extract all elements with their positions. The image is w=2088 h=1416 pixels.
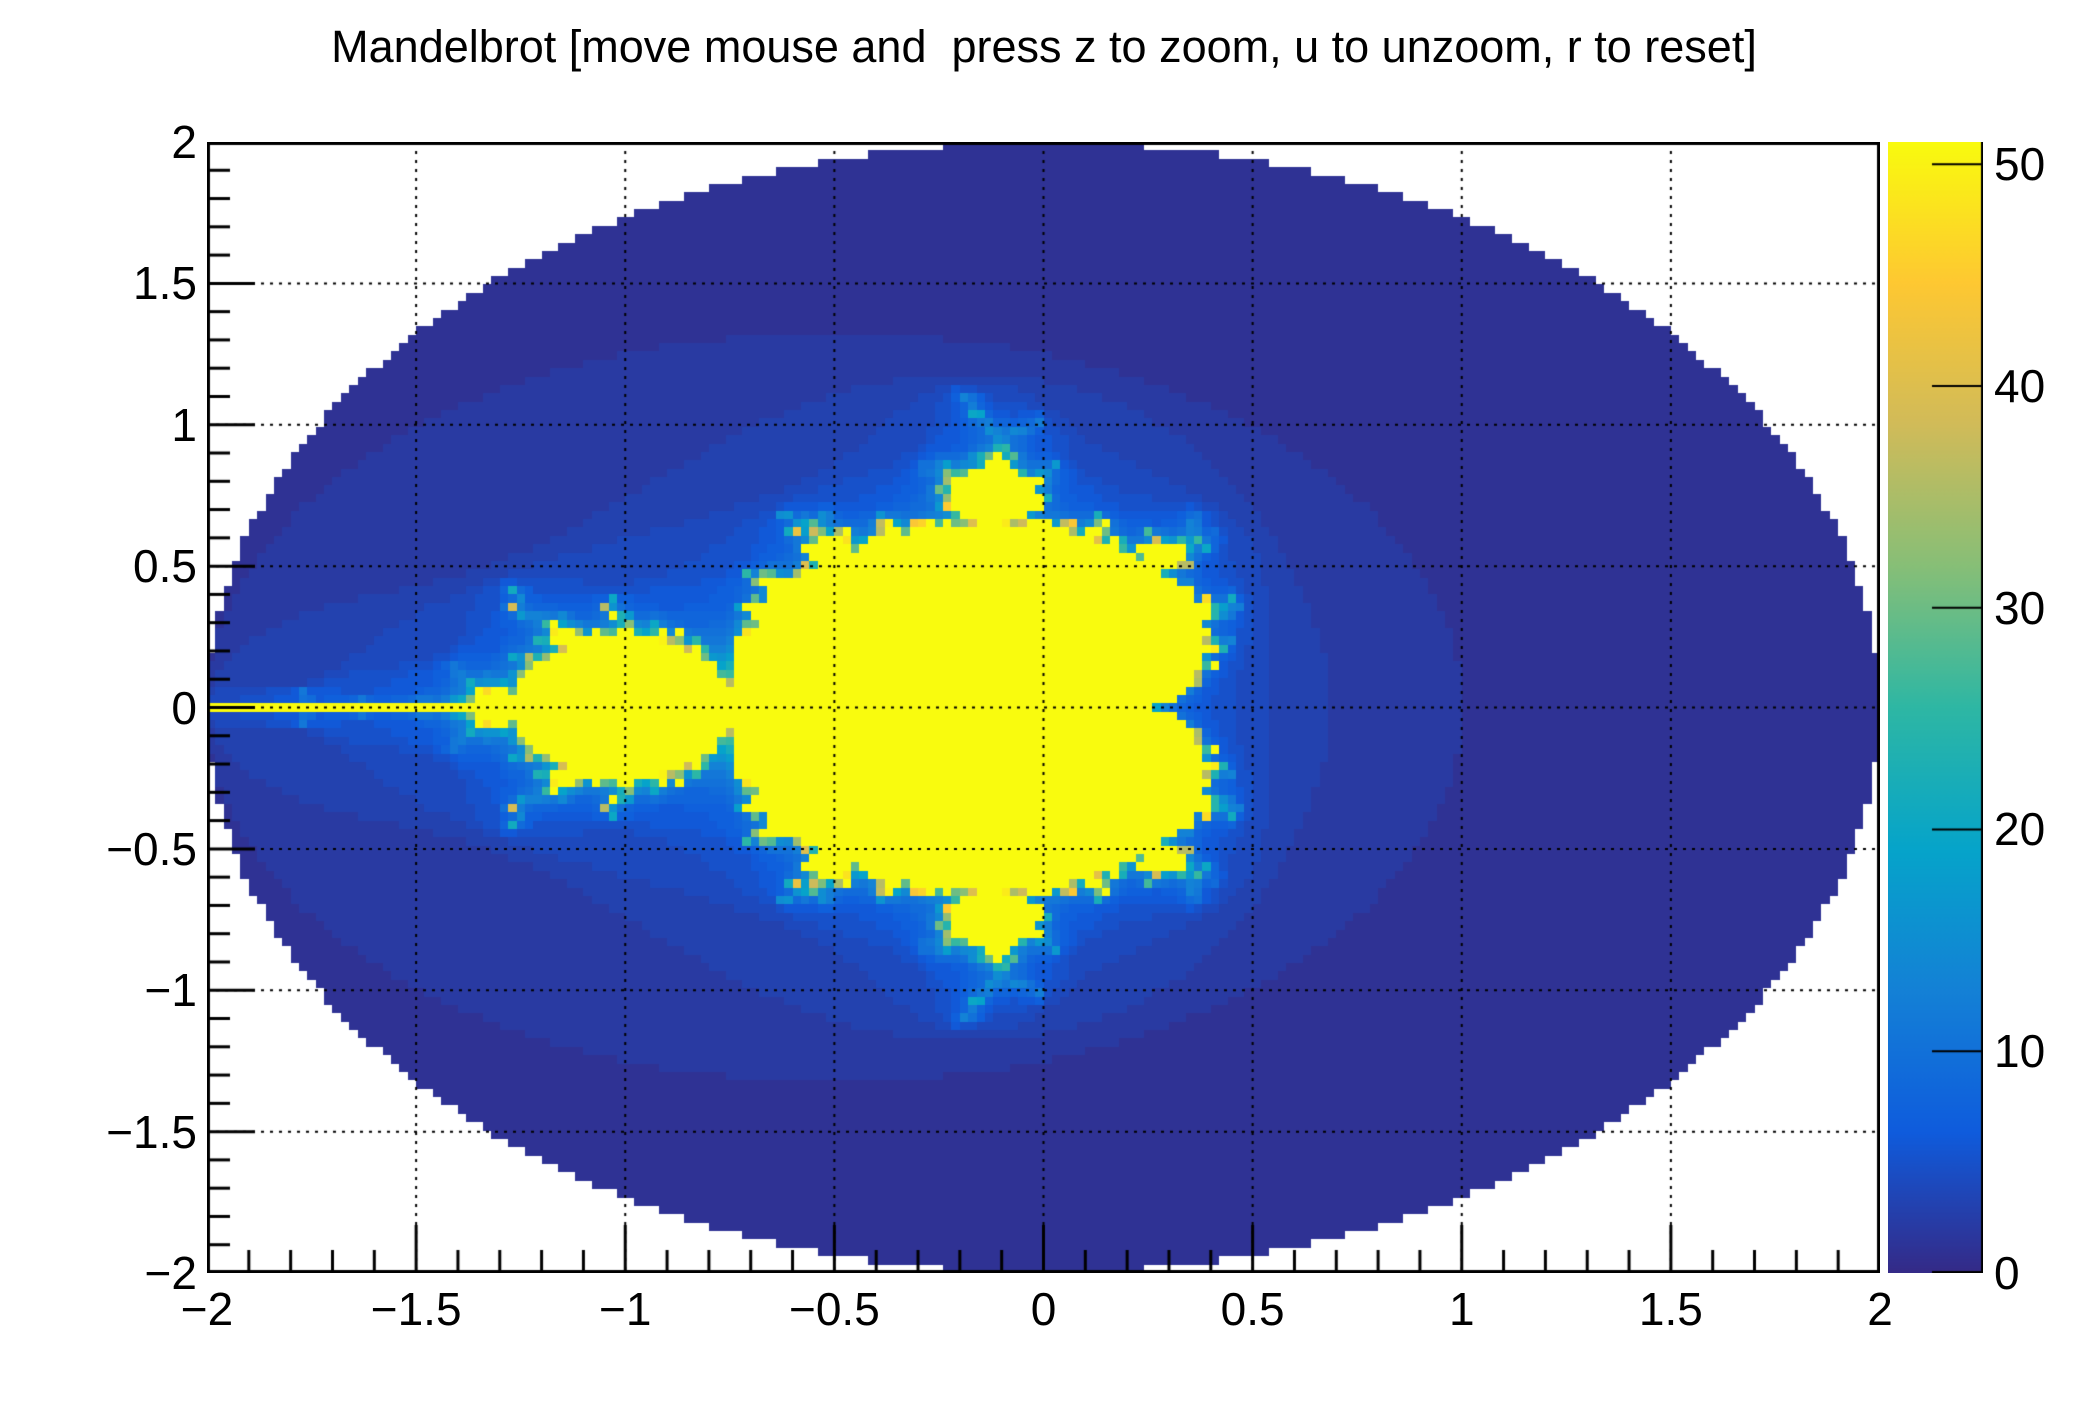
y-tick-label: −0.5 [106,822,197,875]
y-tick-label: −1.5 [106,1105,197,1158]
x-tick-label: −2 [180,1283,234,1335]
x-tick-label: 0 [1030,1283,1057,1335]
y-tick-label: −2 [144,1247,197,1299]
x-tick-label: 1 [1448,1283,1475,1335]
mandelbrot-heatmap[interactable] [207,142,1880,1273]
x-tick-label: 2 [1867,1283,1893,1335]
y-tick-label: 1 [171,398,197,451]
y-tick-label: −1 [144,964,197,1017]
y-tick-label: 0 [171,681,197,734]
plot-title: Mandelbrot [move mouse and press z to zo… [331,21,1757,72]
color-palette-bar [1888,142,1983,1273]
y-tick-label: 0.5 [133,540,197,593]
palette-tick-label: 30 [1994,581,2046,634]
palette-tick-label: 50 [1994,138,2046,191]
palette-tick-label: 0 [1994,1247,2020,1299]
x-tick-label: −1 [599,1283,652,1335]
x-tick-label: −0.5 [788,1283,880,1335]
palette-tick-label: 20 [1994,803,2046,856]
palette-tick-label: 40 [1994,359,2046,412]
y-tick-label: 2 [171,116,197,168]
x-tick-label: 0.5 [1220,1283,1285,1335]
y-tick-label: 1.5 [133,257,197,310]
x-tick-label: −1.5 [370,1283,462,1335]
palette-tick-label: 10 [1994,1025,2046,1078]
x-tick-label: 1.5 [1638,1283,1703,1335]
